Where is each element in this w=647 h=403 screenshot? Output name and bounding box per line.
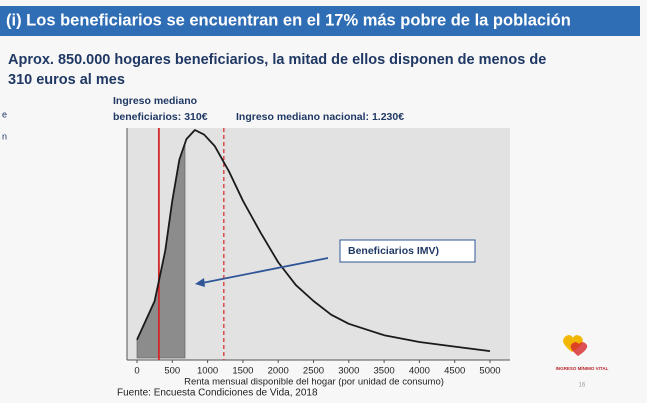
fragment: n xyxy=(2,131,7,141)
arrow-head xyxy=(195,278,205,287)
annotation: Ingreso mediano nacional: 1.230€ xyxy=(236,111,404,123)
annotation: Ingreso mediano xyxy=(113,95,197,107)
subtitle: 310 euros al mes xyxy=(8,72,125,88)
source: Fuente: Encuesta Condiciones de Vida, 20… xyxy=(117,388,318,399)
x-tick-label: 5000 xyxy=(479,366,500,377)
logo-text: INGRESO MÍNIMO VITAL xyxy=(556,364,609,371)
x-tick-label: 3500 xyxy=(374,366,395,377)
x-tick-label: 0 xyxy=(134,366,139,377)
logo: INGRESO MÍNIMO VITAL xyxy=(556,335,609,371)
annotation: beneficiarios: 310€ xyxy=(113,111,208,123)
page-number: 16 xyxy=(579,383,586,389)
x-tick-label: 3000 xyxy=(338,366,359,377)
x-tick-label: 4000 xyxy=(409,366,430,377)
x-tick-label: 500 xyxy=(164,366,180,377)
callout-arrow xyxy=(201,257,329,284)
callout-box xyxy=(339,239,476,263)
header-title: (i) Los beneficiarios se encuentran en e… xyxy=(6,11,571,29)
x-tick-label: 2000 xyxy=(268,366,289,377)
header-bar xyxy=(0,6,640,36)
x-tick-label: 1500 xyxy=(232,366,253,377)
density-line xyxy=(136,129,491,353)
x-tick-label: 1000 xyxy=(197,366,218,377)
subtitle: Aprox. 850.000 hogares beneficiarios, la… xyxy=(8,52,546,68)
x-tick-label: 4500 xyxy=(444,366,465,377)
fragment: e xyxy=(2,109,7,119)
callout-text: Beneficiarios IMV) xyxy=(348,245,439,257)
logo-heart xyxy=(570,342,588,356)
x-axis-label: Renta mensual disponible del hogar (por … xyxy=(184,377,444,388)
x-tick-label: 2500 xyxy=(303,366,324,377)
